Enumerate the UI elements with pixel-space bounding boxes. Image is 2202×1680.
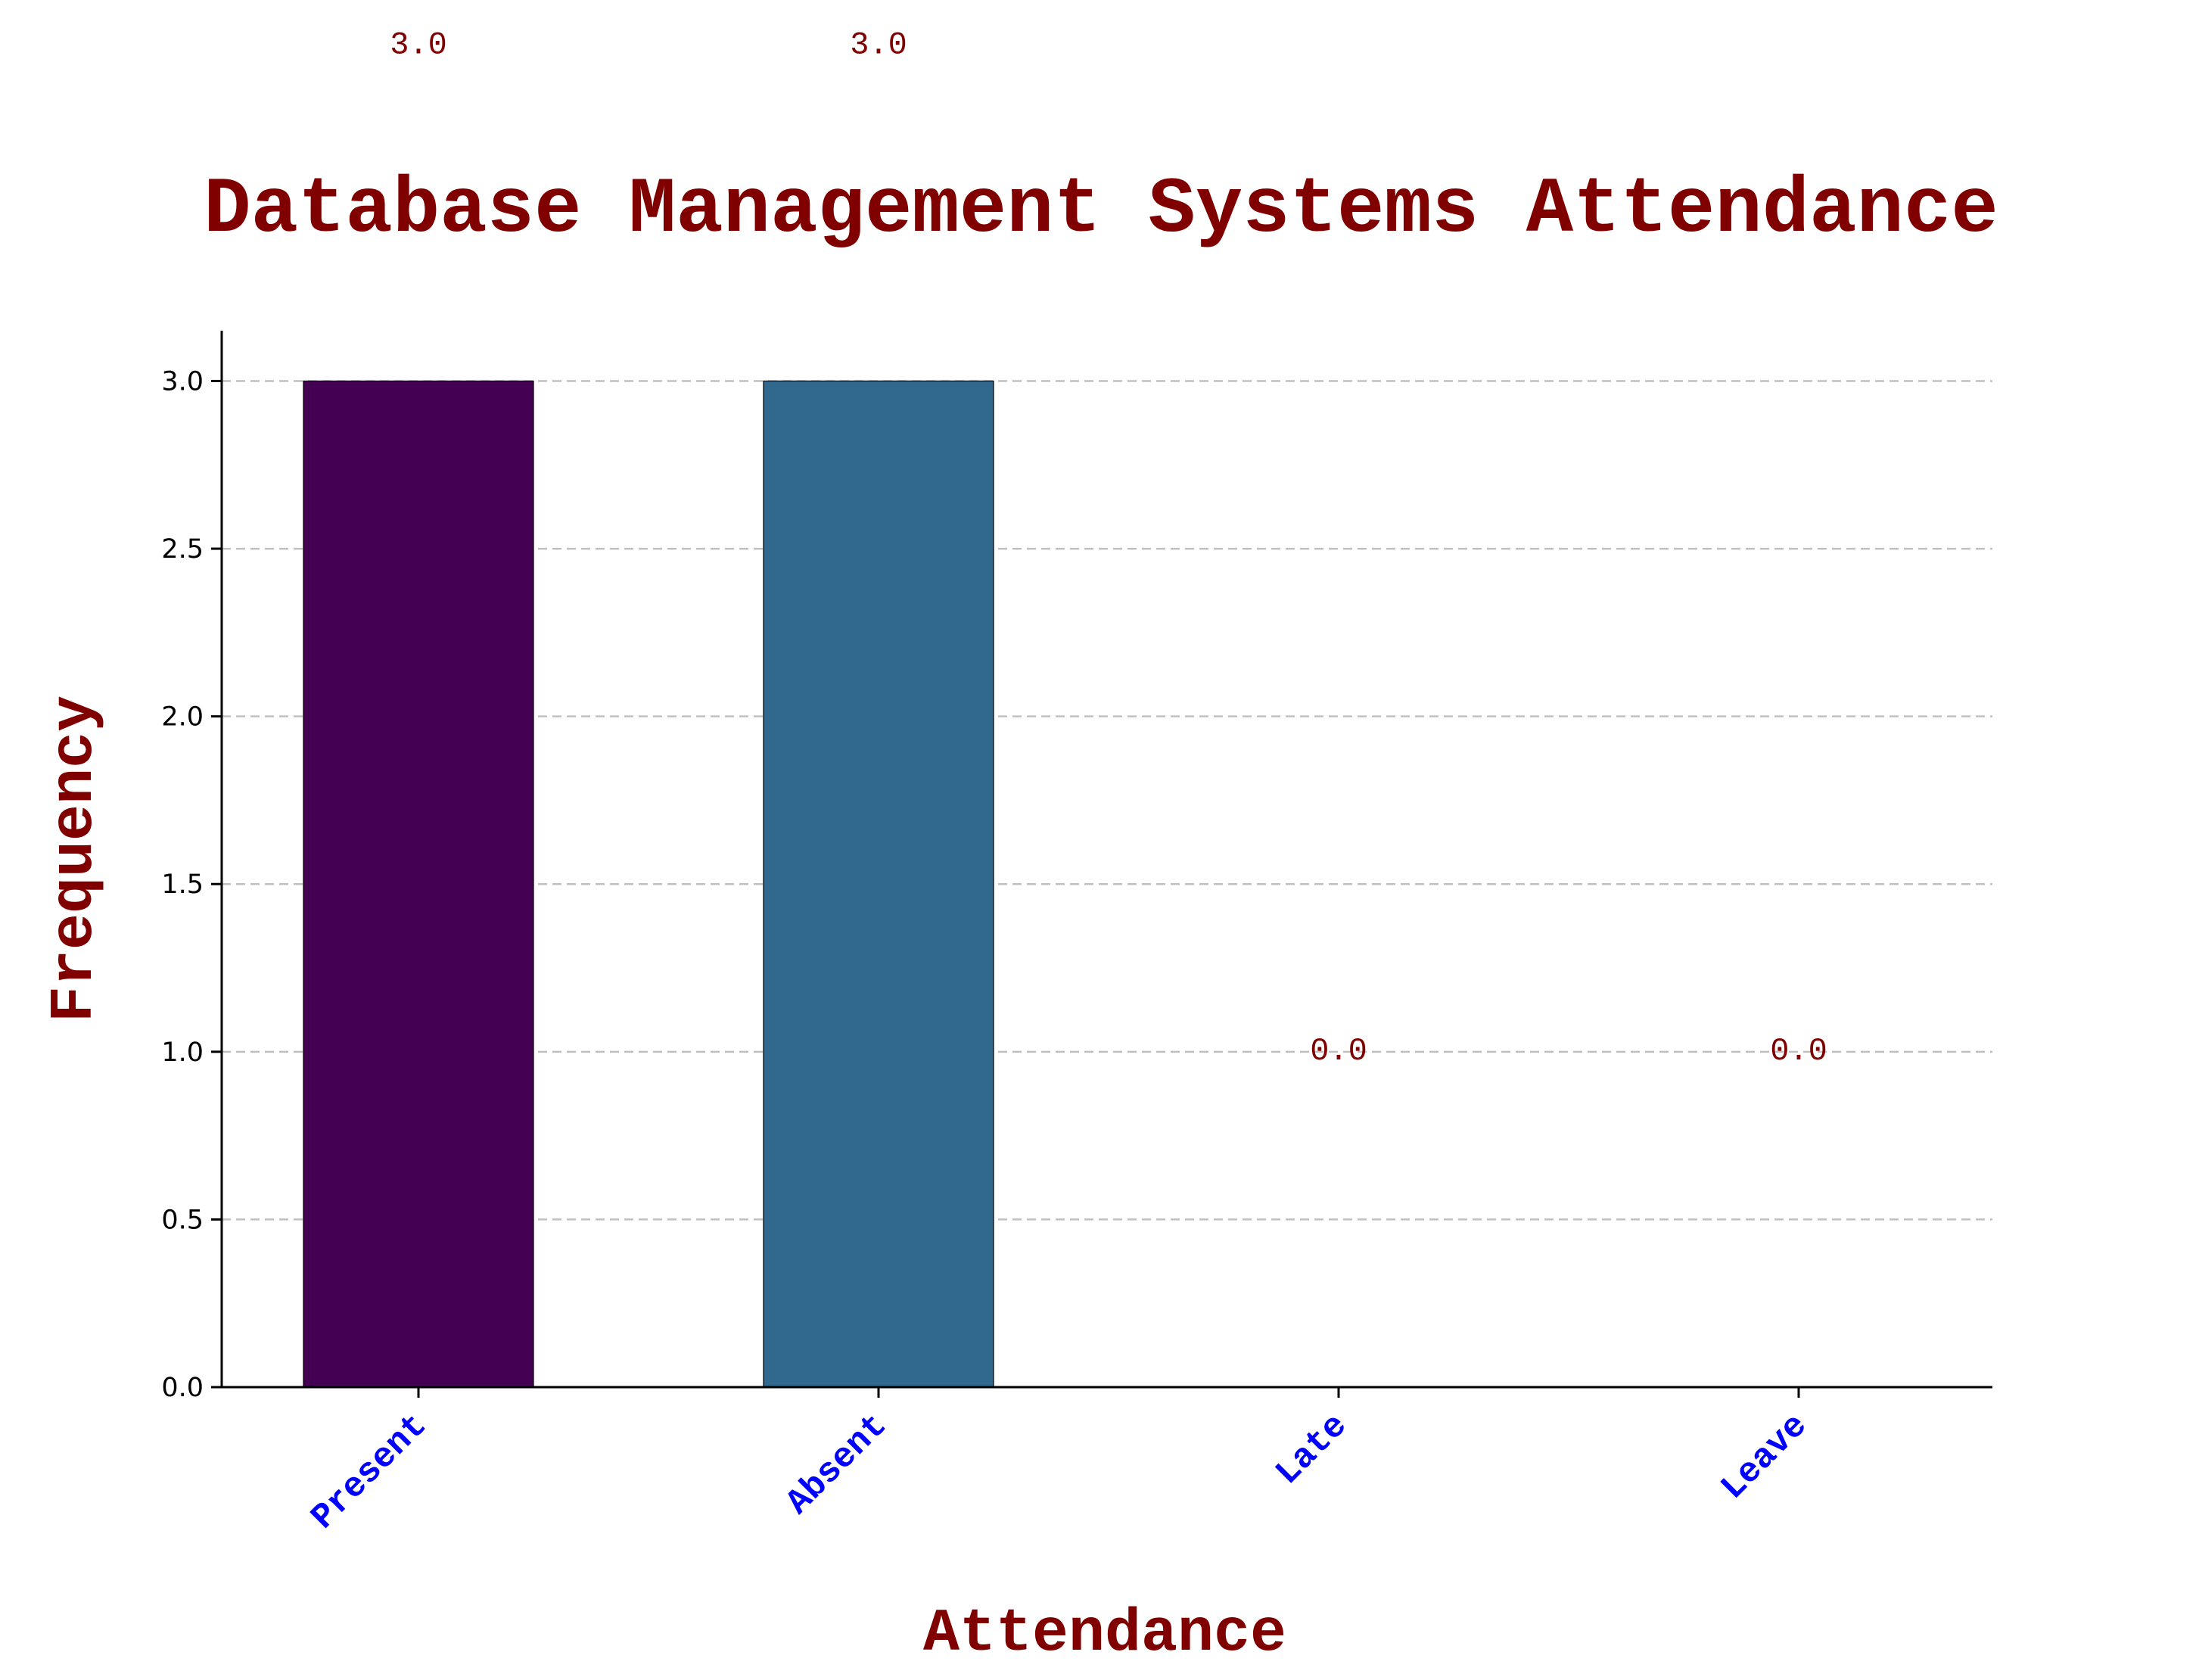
x-tick-label-leave: Leave (1714, 1406, 1815, 1507)
value-label-late: 0.0 (1310, 1033, 1367, 1069)
y-tick-label: 1.5 (161, 870, 204, 900)
chart-title: Database Management Systems Attendance (204, 166, 1998, 255)
y-tick-label: 2.5 (161, 534, 204, 565)
y-axis-ticks: 0.0 0.5 1.0 1.5 2.0 2.5 3.0 (161, 366, 222, 1403)
x-tick-label-absent: Absent (779, 1406, 895, 1523)
y-tick-label: 3.0 (161, 366, 204, 397)
bar-present (303, 380, 534, 1388)
value-label-absent: 3.0 (850, 26, 907, 63)
y-tick-label: 0.5 (161, 1205, 204, 1235)
y-axis-label: Frequency (41, 695, 110, 1022)
y-tick-label: 0.0 (161, 1373, 204, 1403)
value-label-leave: 0.0 (1770, 1033, 1827, 1069)
value-labels: 3.0 3.0 0.0 0.0 (390, 26, 1827, 1069)
y-tick-label: 2.0 (161, 702, 204, 733)
bar-absent (763, 380, 994, 1388)
x-tick-label-present: Present (303, 1406, 434, 1537)
x-tick-label-late: Late (1268, 1406, 1355, 1493)
value-label-present: 3.0 (390, 26, 447, 63)
axes (220, 331, 1992, 1389)
x-axis-label: Attendance (923, 1600, 1286, 1669)
y-tick-label: 1.0 (161, 1038, 204, 1068)
bars (303, 380, 994, 1388)
x-axis-ticks: Present Absent Late Leave (303, 1387, 1815, 1538)
